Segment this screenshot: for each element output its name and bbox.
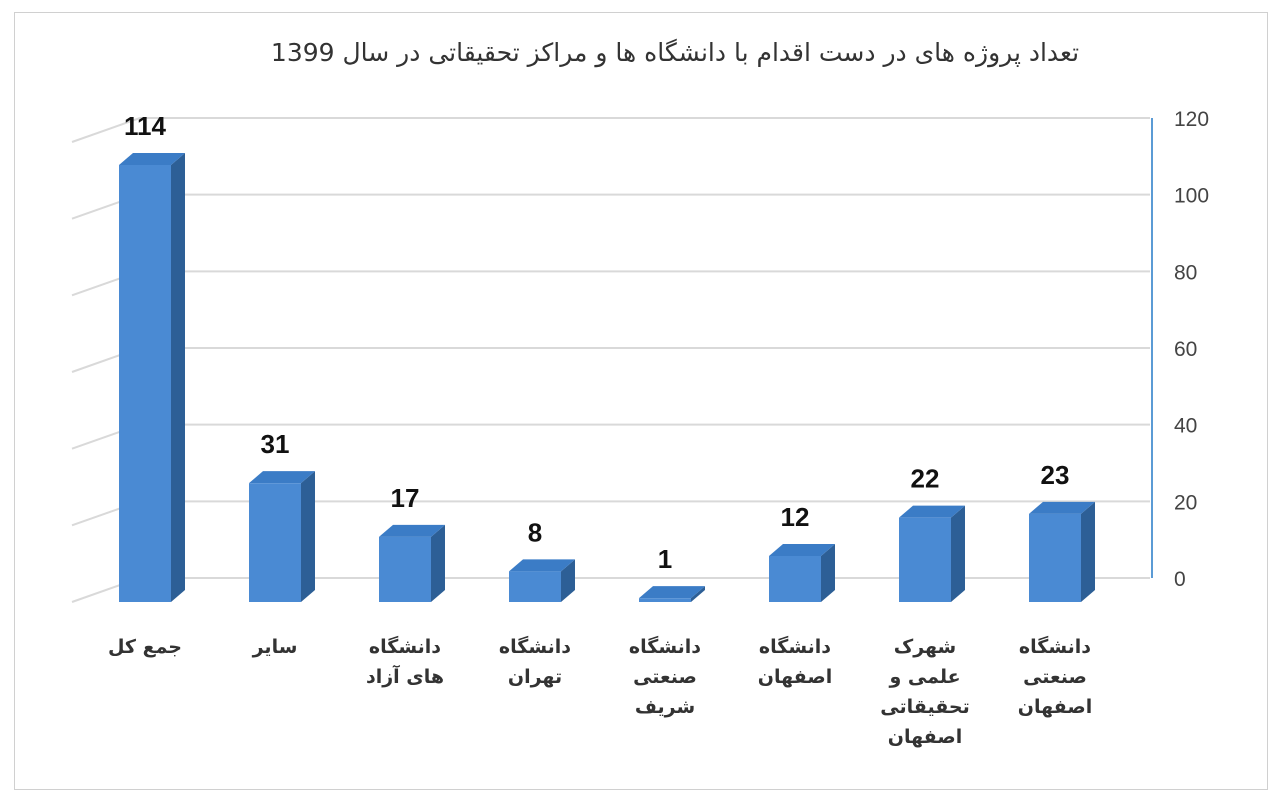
data-label: 8	[528, 517, 542, 547]
bar-top	[1029, 501, 1095, 514]
bar-top	[769, 544, 835, 556]
y-tick-label: 0	[1174, 568, 1186, 591]
bar	[379, 536, 431, 602]
bar-side	[1081, 501, 1095, 602]
bar-top	[119, 153, 185, 165]
data-label: 22	[911, 464, 940, 494]
data-label: 1	[658, 544, 672, 574]
y-tick-label: 100	[1174, 185, 1209, 208]
data-label: 114	[124, 111, 166, 141]
x-tick-label: دانشگاه اصفهان	[757, 636, 833, 688]
bar-top	[379, 524, 445, 537]
bar-top	[249, 471, 315, 484]
bar-side	[301, 471, 315, 602]
bar	[899, 517, 951, 602]
x-tick-label: دانشگاه صنعتی اصفهان	[1017, 636, 1093, 718]
y-tick-label: 40	[1174, 415, 1197, 438]
data-label: 31	[261, 429, 290, 459]
data-label: 17	[391, 483, 420, 513]
bar-top	[899, 505, 965, 518]
bar-side	[561, 559, 575, 602]
chart-title: تعداد پروژه های در دست اقدام با دانشگاه …	[270, 38, 1080, 67]
x-tick-label: سایر	[252, 636, 298, 658]
bar	[509, 571, 561, 602]
chart-frame	[14, 12, 1268, 790]
gridline-diagonal	[71, 117, 141, 143]
bar	[769, 556, 821, 602]
bar-side	[431, 524, 445, 602]
bar	[119, 165, 171, 602]
x-tick-label: شهرک علمی و تحقیقاتی اصفهان	[880, 636, 970, 748]
bar-top	[509, 559, 575, 572]
bar	[1029, 513, 1081, 602]
bar-side	[691, 586, 705, 602]
x-tick-label: جمع کل	[107, 636, 183, 658]
data-label: 12	[781, 502, 810, 532]
y-tick-label: 80	[1174, 261, 1197, 284]
x-tick-label: دانشگاه صنعتی شریف	[628, 636, 702, 718]
bar	[639, 598, 691, 602]
x-tick-label: دانشگاه تهران	[498, 636, 572, 688]
data-label: 23	[1041, 460, 1070, 490]
bar-side	[821, 544, 835, 602]
y-tick-label: 20	[1174, 491, 1197, 514]
bar	[249, 483, 301, 602]
bar-top	[639, 586, 705, 599]
bar-side	[171, 153, 185, 602]
y-tick-label: 60	[1174, 338, 1197, 361]
x-tick-label: دانشگاه های آزاد	[365, 636, 445, 688]
bar-side	[951, 505, 965, 602]
y-tick-label: 120	[1174, 108, 1209, 131]
